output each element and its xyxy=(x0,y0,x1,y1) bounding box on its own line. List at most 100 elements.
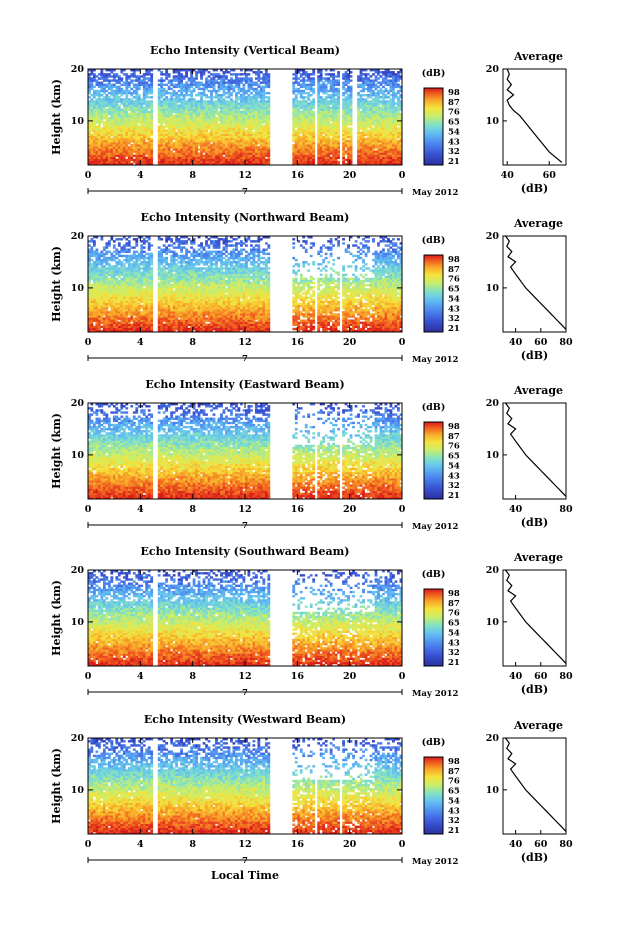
heatmap-cell xyxy=(322,127,326,130)
heatmap-cell xyxy=(304,154,308,157)
heatmap-cell xyxy=(88,261,91,264)
heatmap-cell xyxy=(334,87,338,91)
heatmap-cell xyxy=(364,117,368,120)
heatmap-cell xyxy=(362,110,365,114)
heatmap-cell xyxy=(322,152,326,155)
heatmap-cell xyxy=(222,133,226,137)
heatmap-cell xyxy=(165,158,169,162)
heatmap-cell xyxy=(195,144,198,147)
heatmap-cell xyxy=(307,146,311,149)
heatmap-cell xyxy=(107,110,111,114)
heatmap-cell xyxy=(210,81,213,84)
heatmap-cell xyxy=(115,81,119,84)
heatmap-cell xyxy=(347,104,350,107)
y-axis-label: Height (km) xyxy=(50,79,63,155)
heatmap-cell xyxy=(294,114,298,118)
heatmap-cell xyxy=(230,69,233,72)
heatmap-cell xyxy=(187,89,191,93)
heatmap-cell xyxy=(150,150,154,153)
heatmap-cell xyxy=(329,69,333,72)
heatmap-cell xyxy=(397,127,400,130)
heatmap-cell xyxy=(100,77,104,80)
heatmap-cell xyxy=(217,160,221,164)
heatmap-cell xyxy=(240,133,243,137)
heatmap-cell xyxy=(399,119,403,122)
heatmap-cell xyxy=(102,321,106,324)
heatmap-cell xyxy=(252,89,256,93)
heatmap-cell xyxy=(332,133,336,137)
heatmap-cell xyxy=(347,100,350,103)
heatmap-cell xyxy=(312,121,316,124)
heatmap-cell xyxy=(92,162,96,166)
heatmap-cell xyxy=(90,290,94,293)
heatmap-cell xyxy=(245,100,248,103)
heatmap-cell xyxy=(187,112,191,116)
heatmap-cell xyxy=(110,269,114,272)
heatmap-cell xyxy=(190,160,193,164)
heatmap-cell xyxy=(117,131,121,134)
heatmap-cell xyxy=(215,154,218,157)
heatmap-cell xyxy=(202,129,206,132)
heatmap-cell xyxy=(102,102,106,105)
heatmap-cell xyxy=(172,114,176,118)
heatmap-cell xyxy=(90,100,94,103)
heatmap-cell xyxy=(307,87,311,91)
heatmap-cell xyxy=(245,133,248,137)
heatmap-cell xyxy=(192,69,196,72)
heatmap-cell xyxy=(364,129,368,132)
heatmap-cell xyxy=(112,73,116,76)
heatmap-cell xyxy=(97,269,101,272)
heatmap-cell xyxy=(127,133,131,137)
heatmap-cell xyxy=(267,146,271,149)
heatmap-cell xyxy=(259,152,263,155)
heatmap-cell xyxy=(207,137,211,141)
heatmap-cell xyxy=(264,131,268,134)
heatmap-cell xyxy=(170,110,174,114)
heatmap-cell xyxy=(145,144,149,147)
heatmap-cell xyxy=(329,89,333,93)
heatmap-cell xyxy=(180,158,183,162)
heatmap-cell xyxy=(242,106,246,109)
heatmap-cell xyxy=(190,135,193,139)
heatmap-cell xyxy=(362,148,365,151)
heatmap-cell xyxy=(102,254,106,258)
heatmap-cell xyxy=(382,79,385,82)
heatmap-cell xyxy=(185,146,188,149)
heatmap-cell xyxy=(247,121,251,124)
heatmap-cell xyxy=(342,152,345,155)
heatmap-cell xyxy=(165,162,169,166)
heatmap-cell xyxy=(237,104,241,107)
heatmap-cell xyxy=(249,150,253,153)
heatmap-cell xyxy=(167,110,171,114)
heatmap-cell xyxy=(132,158,136,162)
heatmap-cell xyxy=(384,150,388,153)
heatmap-cell xyxy=(112,142,116,145)
heatmap-cell xyxy=(182,106,186,109)
heatmap-cell xyxy=(162,146,166,149)
heatmap-cell xyxy=(332,85,336,89)
heatmap-cell xyxy=(137,156,141,160)
heatmap-cell xyxy=(90,127,94,130)
heatmap-cell xyxy=(347,112,350,116)
heatmap-cell xyxy=(135,89,139,93)
heatmap-cell xyxy=(369,69,373,72)
heatmap-cell xyxy=(110,152,114,155)
heatmap-cell xyxy=(125,85,129,89)
heatmap-cell xyxy=(112,148,116,151)
heatmap-cell xyxy=(107,327,111,331)
heatmap-cell xyxy=(334,142,338,145)
heatmap-cell xyxy=(150,119,154,122)
heatmap-cell xyxy=(359,71,363,74)
heatmap-cell xyxy=(337,125,340,128)
heatmap-cell xyxy=(157,91,161,95)
heatmap-cell xyxy=(299,162,303,166)
heatmap-cell xyxy=(249,96,253,99)
heatmap-cell xyxy=(202,146,206,149)
heatmap-cell xyxy=(95,154,99,157)
heatmap-cell xyxy=(202,94,206,97)
heatmap-cell xyxy=(294,89,298,93)
heatmap-cell xyxy=(157,135,161,139)
heatmap-cell xyxy=(337,152,340,155)
heatmap-cell xyxy=(242,85,246,89)
heatmap-cell xyxy=(88,104,91,107)
